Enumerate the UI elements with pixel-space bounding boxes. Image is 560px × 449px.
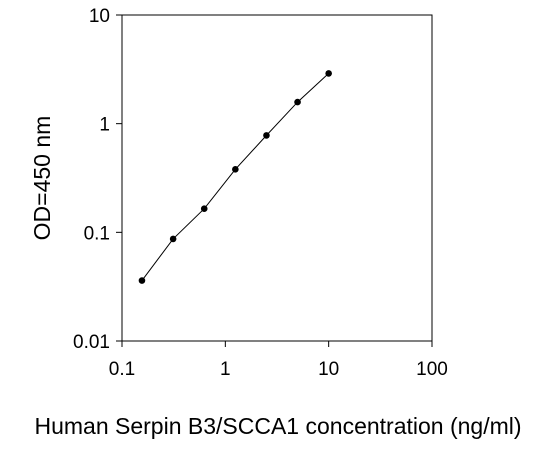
x-tick-label: 10: [318, 359, 339, 380]
data-point: [169, 235, 177, 243]
data-point: [232, 166, 239, 173]
data-point: [200, 205, 208, 213]
series-line: [141, 73, 330, 281]
data-point: [138, 277, 146, 284]
y-tick-label: 0.01: [73, 332, 110, 353]
data-point: [325, 70, 332, 77]
y-axis-title: OD=450 nm: [29, 116, 55, 241]
y-tick-label: 10: [89, 6, 110, 27]
x-axis-title: Human Serpin B3/SCCA1 concentration (ng/…: [34, 413, 521, 439]
y-tick-label: 0.1: [84, 223, 110, 244]
x-tick-label: 100: [416, 359, 448, 380]
plot-frame: [121, 14, 433, 342]
x-tick-label: 0.1: [109, 359, 135, 380]
x-tick-label: 1: [220, 359, 231, 380]
data-point: [294, 98, 301, 106]
data-point: [263, 132, 270, 139]
y-tick-label: 1: [99, 115, 110, 136]
